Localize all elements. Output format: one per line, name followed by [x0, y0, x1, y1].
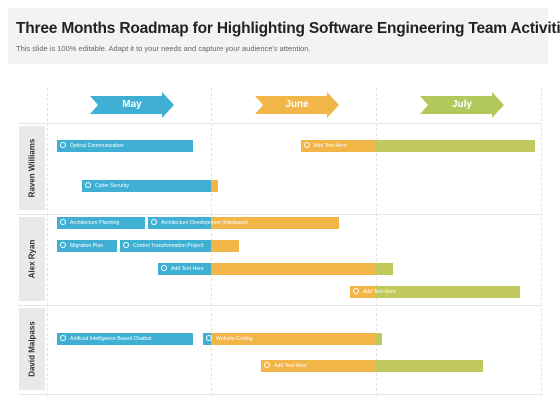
task-bar[interactable]: Optical Communication	[57, 140, 193, 152]
bar-segment	[301, 140, 376, 152]
task-label: Architecture Planning	[60, 217, 119, 229]
task-bar[interactable]: Add Text Here	[158, 263, 393, 275]
month-header-may: May	[90, 92, 174, 118]
task-label: Optical Communication	[60, 140, 124, 152]
bar-segment	[211, 263, 376, 275]
task-bar[interactable]: Add Text Here	[350, 286, 520, 298]
bar-segment	[211, 217, 339, 229]
bar-segment	[376, 140, 535, 152]
arrow-polygon	[255, 92, 339, 118]
row-label-raven-williams: Raven Williams	[19, 126, 45, 210]
bar-segment	[120, 240, 211, 252]
row-label-david-malpass: David Malpass	[19, 308, 45, 390]
arrow-shape	[255, 92, 339, 118]
bar-segment	[376, 333, 382, 345]
row-label-text: Raven Williams	[27, 138, 37, 198]
row-label-alex-ryan: Alex Ryan	[19, 217, 45, 301]
task-label: Migration Plan	[60, 240, 103, 252]
task-bar[interactable]: Cyber Security	[82, 180, 218, 192]
bar-segment	[57, 217, 145, 229]
circle-icon	[60, 219, 66, 226]
task-bar[interactable]: Add Text Here	[261, 360, 483, 372]
circle-icon	[206, 335, 212, 342]
bar-segment	[148, 217, 211, 229]
task-label: Artificial Intelligence Based Chatbot	[60, 333, 152, 345]
month-label: May	[122, 99, 142, 110]
bar-segment	[57, 240, 117, 252]
circle-icon	[161, 265, 167, 272]
task-bar[interactable]: Architecture Development (Hardware)	[148, 217, 339, 229]
month-label: June	[285, 99, 309, 110]
grid-line	[541, 88, 542, 396]
task-label: Add Text Here	[304, 140, 347, 152]
task-bar[interactable]: Artificial Intelligence Based Chatbot	[57, 333, 193, 345]
task-label: Add Text Here	[264, 360, 307, 372]
month-header-june: June	[255, 92, 339, 118]
task-label: Add Text Here	[161, 263, 204, 275]
bar-segment	[211, 180, 218, 192]
bar-segment	[211, 240, 239, 252]
grid-line	[47, 88, 48, 396]
task-bar[interactable]: Control Transformation Project	[120, 240, 239, 252]
page-subtitle: This slide is 100% editable. Adapt it to…	[16, 44, 311, 53]
arrow-shape	[90, 92, 174, 118]
row-separator	[18, 394, 542, 395]
circle-icon	[85, 182, 91, 189]
header-panel	[8, 8, 548, 64]
bar-segment	[57, 333, 193, 345]
row-separator	[18, 123, 542, 124]
task-bar[interactable]: Add Text Here	[301, 140, 535, 152]
circle-icon	[353, 288, 359, 295]
bar-segment	[376, 360, 483, 372]
circle-icon	[264, 362, 270, 369]
task-label: Add Text Here	[353, 286, 396, 298]
task-label: Control Transformation Project	[123, 240, 203, 252]
month-label: July	[451, 99, 472, 110]
task-bar[interactable]: Architecture Planning	[57, 217, 145, 229]
circle-icon	[60, 242, 66, 249]
circle-icon	[151, 219, 157, 226]
bar-segment	[211, 333, 376, 345]
bar-segment	[376, 263, 393, 275]
row-separator	[18, 305, 542, 306]
circle-icon	[123, 242, 129, 249]
row-label-text: David Malpass	[27, 321, 37, 377]
page-title: Three Months Roadmap for Highlighting So…	[16, 20, 560, 37]
row-separator	[18, 214, 542, 215]
month-header-july: July	[420, 92, 504, 118]
task-bar[interactable]: Migration Plan	[57, 240, 117, 252]
circle-icon	[304, 142, 310, 149]
arrow-shape	[420, 92, 504, 118]
task-label: Architecture Development (Hardware)	[151, 217, 248, 229]
grid-line	[376, 88, 377, 396]
task-label: Cyber Security	[85, 180, 129, 192]
row-label-text: Alex Ryan	[27, 239, 37, 279]
bar-segment	[82, 180, 211, 192]
arrow-polygon	[90, 92, 174, 118]
bar-segment	[376, 286, 520, 298]
circle-icon	[60, 335, 66, 342]
arrow-polygon	[420, 92, 504, 118]
bar-segment	[57, 140, 193, 152]
circle-icon	[60, 142, 66, 149]
bar-segment	[158, 263, 211, 275]
bar-segment	[261, 360, 376, 372]
task-label: Website Coding	[206, 333, 253, 345]
task-bar[interactable]: Website Coding	[203, 333, 382, 345]
